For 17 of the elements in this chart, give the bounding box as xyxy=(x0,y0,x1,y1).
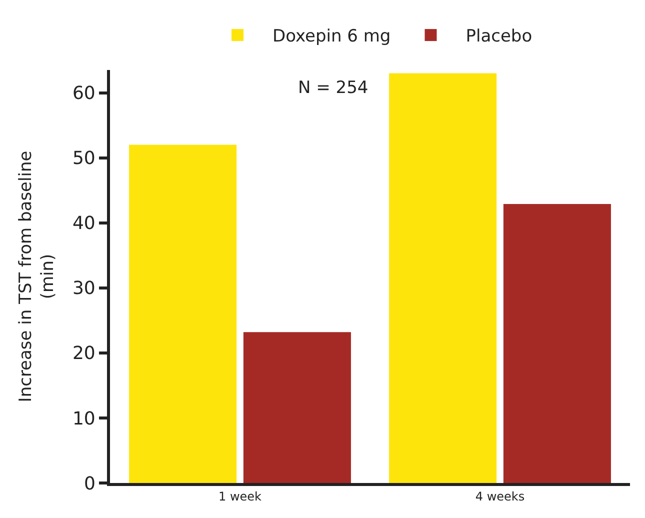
x-tick-label: 4 weeks xyxy=(475,489,525,504)
bar xyxy=(243,332,351,483)
y-tick-label: 40 xyxy=(72,213,96,234)
y-tick-label: 30 xyxy=(72,278,96,300)
legend-label: Placebo xyxy=(466,26,532,47)
bar xyxy=(389,73,497,483)
y-tick-label: 60 xyxy=(72,83,96,104)
y-tick-label: 0 xyxy=(84,473,96,494)
bar xyxy=(129,144,237,483)
y-tick-label: 50 xyxy=(72,148,96,170)
legend-label: Doxepin 6 mg xyxy=(272,26,391,47)
y-tick-label: 20 xyxy=(72,343,96,364)
y-tick-label: 10 xyxy=(72,408,96,430)
x-tick-label: 1 week xyxy=(218,489,262,504)
annotation: N = 254 xyxy=(298,78,368,98)
bar xyxy=(503,204,611,483)
y-axis-title: Increase in TST from baseline (min) xyxy=(16,150,58,402)
